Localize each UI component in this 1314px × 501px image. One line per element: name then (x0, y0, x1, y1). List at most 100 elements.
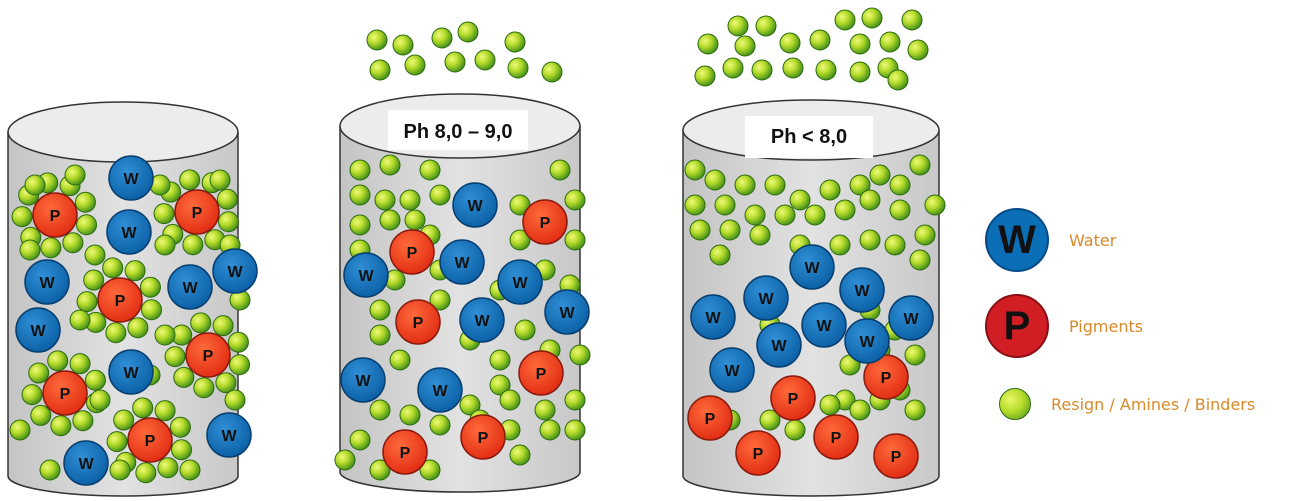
water-particle (15, 307, 61, 353)
water-particle-letter: W (859, 334, 875, 351)
water-particle (839, 267, 885, 313)
pigment-particle-letter: P (203, 348, 214, 365)
binder-particle (179, 459, 201, 481)
binder-particle (834, 199, 856, 221)
binder-particle (171, 439, 193, 461)
binder-particle (9, 419, 31, 441)
water-particle (439, 239, 485, 285)
water-particle-letter: W (903, 311, 919, 328)
ph-label-high: Ph 8,0 – 9,0 (404, 121, 513, 143)
binder-particle (774, 204, 796, 226)
binder-particle (901, 9, 923, 31)
ph-label-box (745, 116, 873, 158)
water-particle (108, 155, 154, 201)
pigment-particle-letter: P (891, 449, 902, 466)
legend-pigments: P Pigments (985, 294, 1143, 358)
binder-particle (154, 324, 176, 346)
water-particle (417, 367, 463, 413)
binder-particle (404, 209, 426, 231)
water-particle-letter: W (467, 198, 483, 215)
binder-particle (755, 15, 777, 37)
pigment-particle-letter: P (536, 366, 547, 383)
binder-particle (366, 29, 388, 51)
binder-particle (76, 214, 98, 236)
binder-particle (39, 459, 61, 481)
pigment-particle-letter: P (413, 315, 424, 332)
binder-particle (404, 54, 426, 76)
pigment-particle-letter: P (192, 205, 203, 222)
container-ph-low: Ph < 8,0 P P P P P P W W W W W W W W W (682, 99, 946, 497)
binder-particle (50, 415, 72, 437)
binder-particle (349, 159, 371, 181)
water-particle-letter: W (454, 255, 470, 272)
binder-particle (11, 206, 33, 228)
binder-particle (909, 249, 931, 271)
pigment-particle (770, 375, 816, 421)
binder-particle (132, 397, 154, 419)
binder-particle (109, 459, 131, 481)
binder-particle (84, 244, 106, 266)
water-particle (452, 182, 498, 228)
binder-particle (102, 257, 124, 279)
pigment-particle (873, 433, 919, 479)
pigment-particle-letter: P (50, 208, 61, 225)
binder-particle (564, 389, 586, 411)
binder-particle (861, 7, 883, 29)
binder-particle (924, 194, 946, 216)
binder-particle (727, 15, 749, 37)
water-particle-letter: W (474, 313, 490, 330)
water-particle (544, 289, 590, 335)
binder-particle (392, 34, 414, 56)
binder-particle (759, 409, 781, 431)
water-particle (789, 244, 835, 290)
pigment-particle-letter: P (407, 245, 418, 262)
binder-particle (429, 414, 451, 436)
legend-water: W Water (985, 208, 1116, 272)
binder-particle (379, 209, 401, 231)
pigment-particle-letter: P (145, 433, 156, 450)
binder-particle (697, 33, 719, 55)
binder-particle (914, 224, 936, 246)
binder-particle (859, 189, 881, 211)
binder-particle (47, 350, 69, 372)
binder-particle (889, 174, 911, 196)
water-particle-letter: W (227, 264, 243, 281)
pigment-particle-letter: P (831, 430, 842, 447)
water-particle (497, 259, 543, 305)
water-particle (888, 295, 934, 341)
binder-particle (216, 188, 238, 210)
water-particle (743, 275, 789, 321)
water-particle (459, 297, 505, 343)
water-particle (212, 248, 258, 294)
pigment-particle-letter: P (115, 293, 126, 310)
pigment-particle (127, 417, 173, 463)
binder-particle (879, 31, 901, 53)
binder-particle (182, 234, 204, 256)
binder-particle (534, 399, 556, 421)
pigment-particle-letter: P (705, 411, 716, 428)
binder-particle (379, 154, 401, 176)
binder-particle (157, 457, 179, 479)
binder-particle (164, 346, 186, 368)
binder-particle (74, 191, 96, 213)
pigment-particle (522, 199, 568, 245)
water-particle (801, 302, 847, 348)
water-particle-letter: W (78, 456, 94, 473)
binder-particle (514, 319, 536, 341)
binder-particle (489, 374, 511, 396)
binder-particle (689, 219, 711, 241)
water-particle-letter: W (854, 283, 870, 300)
binder-particle (419, 459, 441, 481)
binder-particle (369, 459, 391, 481)
legend-label-water: Water (1069, 230, 1117, 250)
binder-particle (849, 399, 871, 421)
pigment-particle (97, 277, 143, 323)
water-particle-letter: W (123, 171, 139, 188)
binder-particle (215, 372, 237, 394)
binder-particle (884, 234, 906, 256)
binder-particle (21, 384, 43, 406)
water-symbol: W (985, 208, 1049, 272)
pigment-particle (735, 430, 781, 476)
binder-particle (106, 431, 128, 453)
binder-particle (829, 234, 851, 256)
